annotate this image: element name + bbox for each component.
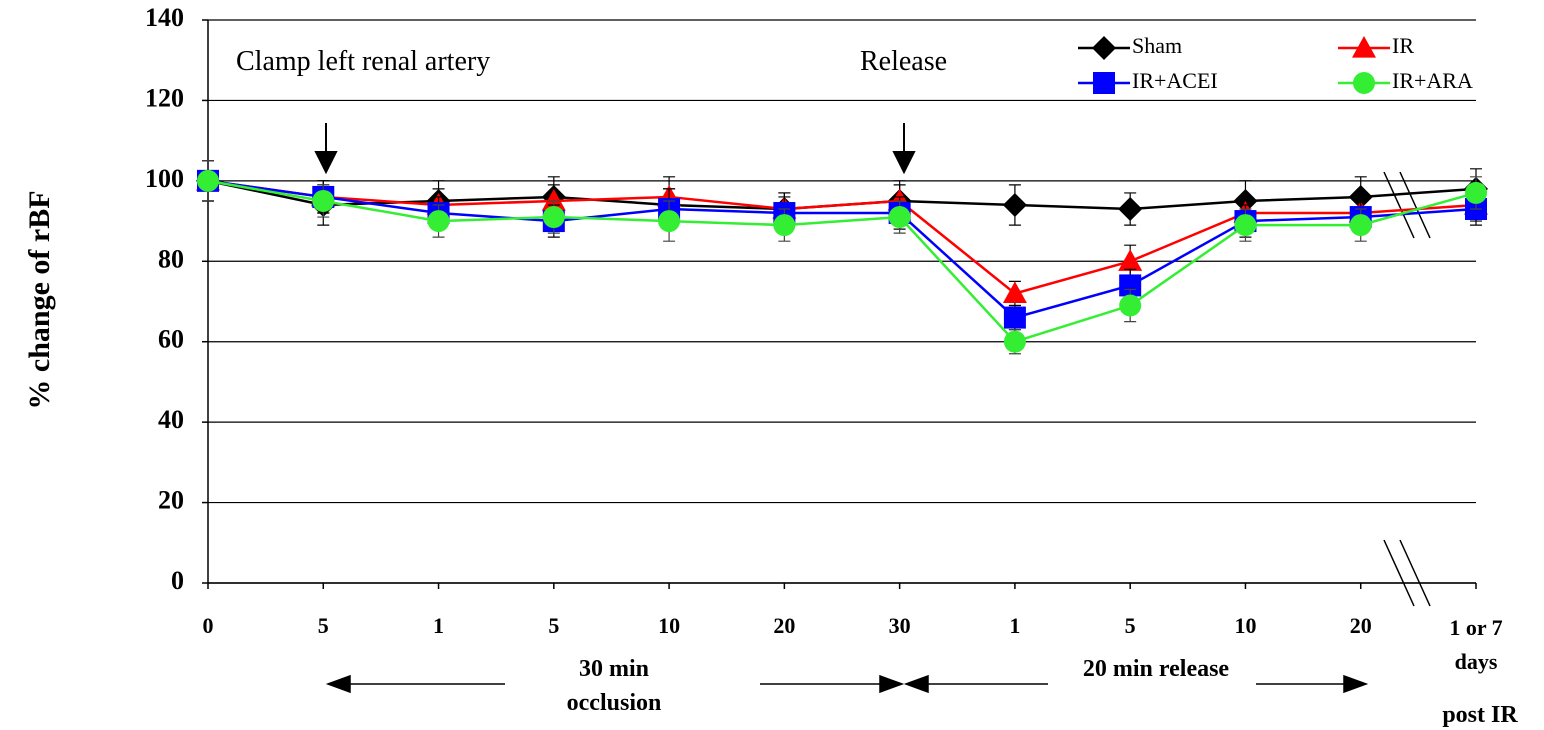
x-tick-label: 10 (658, 613, 680, 638)
legend-marker (1093, 72, 1115, 94)
marker (1234, 214, 1256, 236)
marker (1465, 182, 1487, 204)
series (196, 161, 1488, 225)
y-tick-label: 100 (145, 164, 184, 193)
x-tick-label: 1 or 7 days (1431, 611, 1521, 679)
x-tick-label: 10 (1234, 613, 1256, 638)
legend-marker (1092, 36, 1116, 60)
x-tick-label: 5 (548, 613, 559, 638)
marker (1004, 331, 1026, 353)
marker (1118, 197, 1142, 221)
annotation: 20 min release (1076, 652, 1236, 686)
marker (773, 214, 795, 236)
series (197, 161, 1487, 330)
series-line (208, 181, 1476, 294)
y-tick-label: 40 (158, 405, 184, 434)
event-arrows (316, 123, 914, 172)
legend-label: IR+ACEI (1132, 68, 1218, 93)
chart-page: % change of rBF 020406080100120140051510… (0, 0, 1544, 730)
y-tick-label: 120 (145, 83, 184, 112)
annotation: 30 min occlusion (534, 652, 694, 720)
x-tick-label: 5 (1125, 613, 1136, 638)
legend-marker (1353, 72, 1375, 94)
marker (428, 210, 450, 232)
y-tick-label: 140 (145, 3, 184, 32)
x-tick-label: 5 (318, 613, 329, 638)
legend-label: Sham (1132, 33, 1182, 58)
y-axis-label: % change of rBF (23, 190, 56, 409)
x-tick-label: 30 (889, 613, 911, 638)
chart: % change of rBF 020406080100120140051510… (0, 0, 1544, 730)
marker (1119, 295, 1141, 317)
y-tick-label: 20 (158, 486, 184, 515)
annotation: Clamp left renal artery (236, 46, 490, 78)
y-tick-label: 0 (171, 566, 184, 595)
series (196, 161, 1488, 306)
marker (1118, 249, 1142, 271)
x-tick-label: 20 (1350, 613, 1372, 638)
marker (543, 206, 565, 228)
marker (1004, 307, 1026, 329)
marker (197, 170, 219, 192)
marker (889, 206, 911, 228)
x-tick-label: 20 (773, 613, 795, 638)
x-tick-label: 1 (433, 613, 444, 638)
series (197, 161, 1487, 354)
marker (312, 190, 334, 212)
annotation: Release (860, 46, 947, 78)
annotation: post IR (1420, 698, 1540, 730)
legend-label: IR (1392, 33, 1414, 58)
x-tick-label: 1 (1009, 613, 1020, 638)
marker (658, 210, 680, 232)
x-tick-label: 0 (203, 613, 214, 638)
legend-label: IR+ARA (1392, 68, 1473, 93)
axis-breaks (1384, 172, 1430, 606)
y-tick-label: 60 (158, 325, 184, 354)
y-tick-label: 80 (158, 244, 184, 273)
marker (1350, 214, 1372, 236)
marker (1003, 193, 1027, 217)
